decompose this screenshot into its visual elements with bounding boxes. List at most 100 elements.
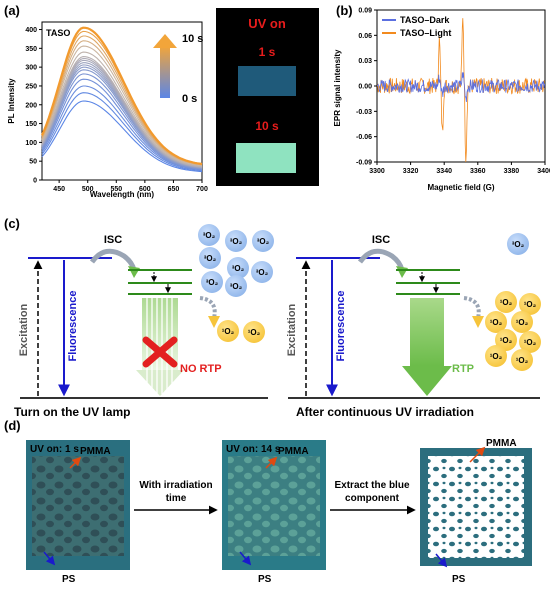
epr-xlabel: Magnetic field (G) (427, 183, 494, 192)
extract-text-2: component (345, 493, 400, 504)
epr-ytick-label--0.09: -0.09 (356, 160, 372, 167)
pl-xtick-label-450: 450 (53, 186, 65, 193)
singlet-o2-right-4 (495, 329, 517, 351)
panel-b-label: (b) (336, 3, 353, 18)
arrow-bottom-time: 0 s (182, 93, 197, 105)
isc-label-right: ISC (372, 234, 390, 246)
singlet-o2-right-6 (485, 345, 507, 367)
isc-curved-arrow-right (357, 248, 405, 271)
caption-right: After continuous UV irradiation (296, 405, 474, 419)
triplet-o2-right-0 (507, 233, 529, 255)
microscope-image-2: UV on: 14 s PMMA PS (222, 440, 326, 585)
epr-ylabel: EPR signal intensity (333, 49, 342, 126)
singlet-o2-left-1 (243, 321, 265, 343)
epr-xtick-label-3340: 3340 (436, 168, 452, 175)
triplet-o2-left-4-label: ³O₂ (232, 264, 245, 273)
pl-series-line-3 (41, 78, 203, 170)
pmma-arrow-2 (265, 456, 278, 469)
rtp-solid-arrow (402, 298, 452, 396)
energy-transfer-head-right (472, 316, 484, 328)
triplet-o2-left-7 (201, 271, 223, 293)
pl-sample-label: TASO (46, 28, 70, 38)
pl-series-line-17 (40, 26, 203, 166)
ps-label-1: PS (62, 574, 76, 585)
energy-transfer-arrow-right (463, 296, 481, 319)
image-1-title: UV on: 1 s (30, 444, 79, 455)
energy-transfer-head-left (208, 316, 220, 328)
epr-xtick-label-3320: 3320 (403, 168, 419, 175)
triplet-o2-left-5 (251, 261, 273, 283)
no-rtp-label: NO RTP (180, 363, 222, 375)
pmma-label-1: PMMA (80, 446, 111, 457)
pl-ytick-label-250: 250 (25, 83, 37, 90)
ps-arrow-3 (435, 553, 448, 568)
epr-series-0 (377, 72, 545, 103)
pl-series-line-14 (41, 40, 203, 166)
triplet-o2-left-3-label: ³O₂ (204, 254, 217, 263)
isc-arrow-head-right (396, 266, 408, 278)
pl-series-line-11 (41, 56, 203, 168)
triplet-o2-left-3 (199, 247, 221, 269)
epr-ytick-label-0: 0.00 (358, 84, 372, 91)
pl-xlabel: Wavelength (nm) (90, 190, 154, 199)
epr-ytick-label--0.06: -0.06 (356, 134, 372, 141)
epr-ytick-label-0.09: 0.09 (358, 8, 372, 15)
no-rtp-striped-arrow (136, 298, 184, 396)
triplet-o2-left-7-label: ³O₂ (206, 278, 219, 287)
singlet-o2-right-0-label: ¹O₂ (500, 298, 513, 307)
singlet-o2-right-2 (485, 311, 507, 333)
singlet-o2-right-3-label: ¹O₂ (516, 318, 529, 327)
microscope-image-3: PMMA PS (420, 438, 532, 585)
image-1-pattern (32, 456, 124, 556)
extract-arrow: Extract the blue component (330, 480, 416, 515)
singlet-o2-right-1 (519, 293, 541, 315)
rtp-label: RTP (452, 363, 474, 375)
uv-photo: UV on 1 s 10 s (216, 8, 319, 186)
pmma-arrow-1 (69, 456, 82, 469)
singlet-o2-left-0 (217, 320, 239, 342)
legend-light-label: TASO–Light (400, 28, 451, 38)
pl-xtick-label-650: 650 (168, 186, 180, 193)
ps-arrow-2 (239, 551, 252, 566)
triplet-o2-left-0 (198, 224, 220, 246)
energy-transfer-arrow-left (199, 296, 217, 319)
microscope-image-1: UV on: 1 s PMMA PS (26, 440, 130, 585)
epr-xtick-label-3380: 3380 (504, 168, 520, 175)
triplet-o2-right-0-label: ³O₂ (512, 240, 525, 249)
pl-ytick-label-350: 350 (25, 46, 37, 53)
singlet-o2-right-5 (519, 331, 541, 353)
pl-ylabel: PL Intensity (7, 78, 16, 124)
pl-xtick-label-550: 550 (110, 186, 122, 193)
irradiation-text-2: time (166, 493, 187, 504)
pl-series-line-12 (41, 51, 203, 167)
red-cross (142, 336, 178, 368)
triplet-o2-left-4 (227, 257, 249, 279)
arrow-top-time: 10 s (182, 33, 203, 45)
pl-series-line-2 (41, 85, 203, 171)
excitation-label-left: Excitation (18, 303, 30, 356)
singlet-o2-right-6-label: ¹O₂ (490, 352, 503, 361)
isc-curved-arrow-left (89, 248, 137, 271)
fluorescence-label-right: Fluorescence (335, 291, 347, 362)
pl-series-line-13 (41, 45, 203, 166)
triplet-o2-left-2-label: ³O₂ (257, 237, 270, 246)
image-2-pattern (228, 456, 320, 556)
singlet-o2-right-7-label: ¹O₂ (516, 356, 529, 365)
triplet-o2-left-2 (252, 230, 274, 252)
pmma-label-2: PMMA (278, 446, 309, 457)
jablonski-left: Excitation Fluorescence ISC NO RTP Turn … (14, 234, 268, 419)
epr-ytick-label-0.03: 0.03 (358, 58, 372, 65)
irradiation-arrow: With irradiation time (134, 480, 218, 515)
pl-xtick-label-600: 600 (139, 186, 151, 193)
singlet-o2-left-0-label: ¹O₂ (222, 327, 235, 336)
pl-series-line-0 (41, 100, 203, 173)
triplet-o2-left-1 (225, 230, 247, 252)
legend-dark-label: TASO–Dark (400, 15, 450, 25)
film-glow-sample (236, 143, 296, 173)
pmma-arrow-3 (469, 446, 486, 463)
irradiation-text-1: With irradiation (139, 480, 212, 491)
singlet-o2-right-0 (495, 291, 517, 313)
pl-series-line-1 (41, 92, 203, 172)
pl-ytick-label-50: 50 (29, 159, 37, 166)
